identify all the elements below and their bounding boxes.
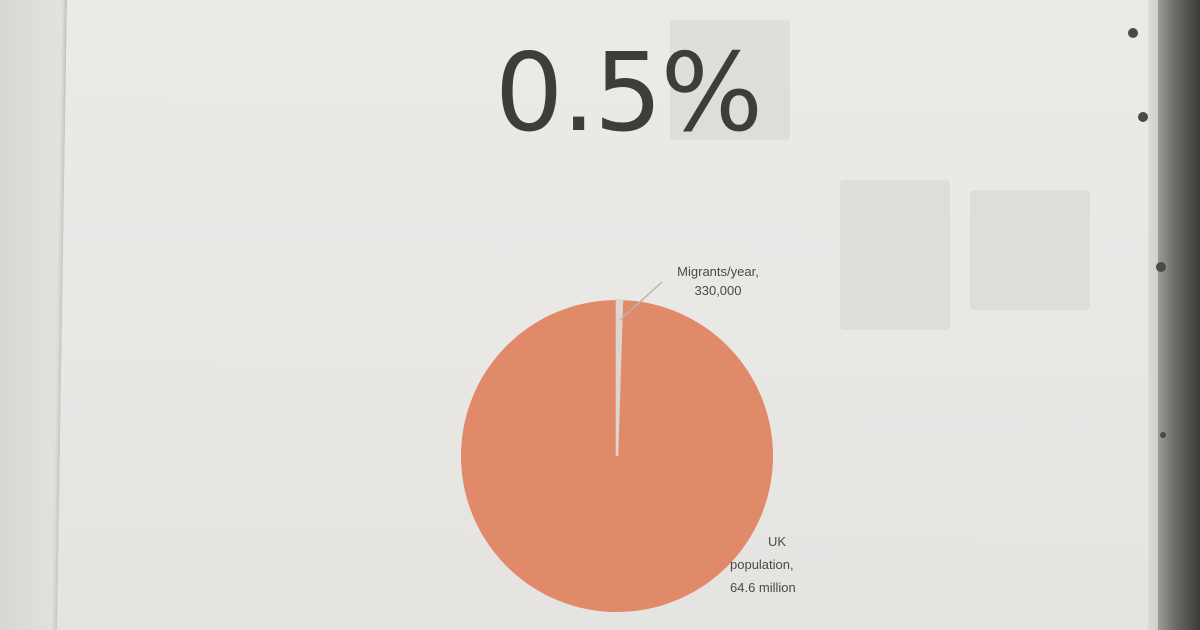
uk-label-line2: population, bbox=[730, 557, 794, 572]
page-hole-dot bbox=[1138, 112, 1148, 122]
page-hole-dot bbox=[1160, 432, 1166, 438]
pie-slices bbox=[461, 298, 774, 613]
migrants-label: Migrants/year, bbox=[677, 264, 759, 279]
pie-slice bbox=[615, 298, 624, 457]
uk-value: 64.6 million bbox=[730, 580, 796, 595]
background-surface bbox=[1158, 0, 1200, 630]
page-hole-dot bbox=[1156, 262, 1166, 272]
show-through-block bbox=[840, 180, 950, 330]
uk-label-line1: UK bbox=[768, 534, 786, 549]
migrants-leader-line bbox=[619, 281, 663, 321]
show-through-block bbox=[670, 20, 790, 140]
headline-percentage: 0.5% bbox=[494, 31, 763, 156]
migrants-value: 330,000 bbox=[695, 283, 742, 298]
page-hole-dot bbox=[1128, 28, 1138, 38]
show-through-block bbox=[970, 190, 1090, 310]
